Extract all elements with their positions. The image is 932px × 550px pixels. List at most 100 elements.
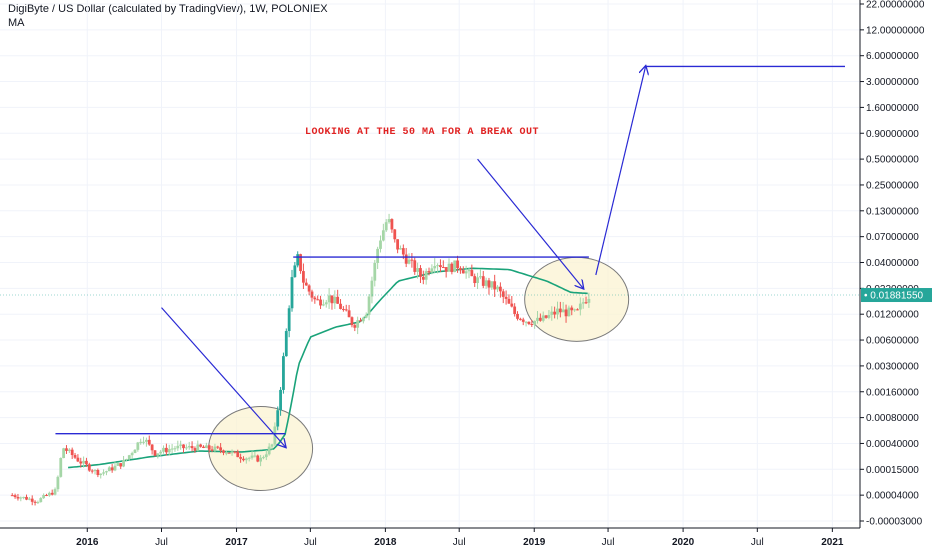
candle-body [521,319,525,322]
candle [433,258,437,274]
candle-body [199,444,203,447]
candle-body [179,444,183,446]
candle-body [359,320,362,322]
candle-body [533,320,537,325]
candle [521,317,525,326]
candle [558,301,562,318]
price-tick-label: 22.00000000 [866,0,925,11]
candle-body [564,309,568,317]
candle-body [501,291,505,297]
candle-body [96,470,100,476]
candle-body [353,325,357,328]
candle-body [424,271,428,280]
candle [239,453,243,463]
candle [544,314,548,319]
candle [444,267,448,278]
candle [244,457,248,464]
candle-body [541,315,545,321]
candle-body [361,317,365,322]
candle-body [444,267,448,272]
candle-body [133,449,137,454]
candle [70,447,74,460]
candle-body [153,450,157,456]
candle [553,306,557,319]
candle-body [139,441,143,443]
candle [173,445,177,452]
candle [207,444,211,453]
candle-body [259,457,262,462]
candle [36,500,40,505]
candle-body [576,309,579,311]
candle [27,496,31,501]
price-tick-label: 12.00000000 [866,25,925,36]
candle [530,320,534,327]
candle [125,458,128,462]
candle-body [67,449,71,451]
candle [573,308,577,312]
candle-body [547,314,551,318]
candle-body [236,451,240,458]
price-tick-label: 1.60000000 [866,103,919,114]
candle-body [204,445,208,448]
candle-body [396,239,400,250]
candle [13,493,17,499]
candle [387,213,391,224]
candle-body [464,271,468,274]
candle-body [536,317,539,321]
candle-body [102,472,105,474]
candle-body [419,268,422,277]
candle-body [39,498,43,503]
candle [56,475,60,492]
candle [304,278,308,286]
candle [216,445,220,450]
candle [393,228,397,243]
candle-body [430,268,434,273]
candle [107,466,111,472]
candle-body [45,494,48,496]
candle [476,272,479,290]
candle-body [404,254,408,264]
candle [262,455,265,460]
price-tick-label: 0.13000000 [866,206,919,217]
candle [453,260,457,273]
price-tick-label: 3.00000000 [866,77,919,88]
candle-body [484,280,488,286]
candle [541,311,545,323]
candle [96,468,100,478]
time-tick-label: Jul [304,537,317,548]
candle-body [196,444,200,451]
candle [79,457,83,468]
candle [59,457,63,478]
candle [333,290,337,309]
candle [147,435,151,446]
time-tick-label: 2020 [672,537,695,548]
candle [578,297,582,316]
time-tick-label: 2021 [821,537,844,548]
candle-body [122,459,125,467]
candle-body [570,307,574,311]
candle-body [302,271,305,283]
candle [213,443,217,453]
time-tick-label: 2017 [225,537,248,548]
candle [407,253,411,265]
candle-body [202,446,205,448]
candle [99,473,103,479]
candle [484,277,488,289]
candle-body [307,285,311,292]
candle-body [413,260,417,272]
candle-body [184,447,188,449]
candle-body [356,320,360,328]
time-tick-label: Jul [155,537,168,548]
candle-body [282,356,285,390]
candle-body [270,444,274,447]
candle [581,298,585,309]
candle-body [119,463,123,467]
candle-body [316,299,320,301]
candle [341,306,345,312]
candle-body [299,254,302,272]
candle [42,493,46,499]
candle-body [167,449,171,453]
candle-body [159,451,163,454]
arrow-line [595,66,646,276]
